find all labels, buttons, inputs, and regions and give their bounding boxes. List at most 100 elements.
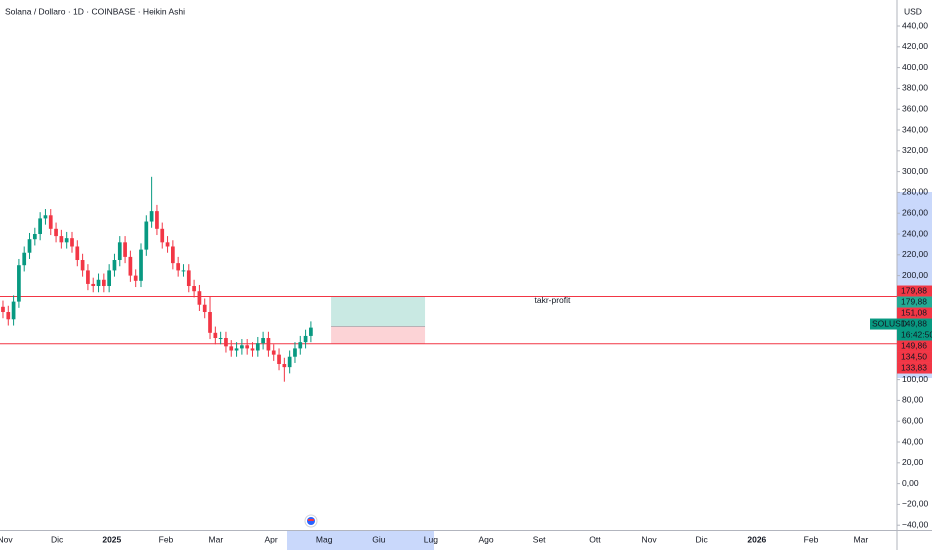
- candle-body: [117, 242, 122, 261]
- price-badge: [897, 296, 932, 308]
- y-tick-label: 40,00: [902, 436, 924, 446]
- price-badge: [897, 307, 932, 319]
- candle-body: [309, 327, 313, 336]
- annotation: takr-profit: [534, 295, 571, 305]
- x-tick-label: Mag: [316, 534, 333, 544]
- x-tick-label: Mar: [854, 534, 869, 544]
- x-tick-label: Apr: [264, 534, 277, 544]
- candle-body: [96, 279, 101, 287]
- candle-body: [202, 304, 207, 313]
- axis-highlight: [287, 531, 434, 550]
- y-tick-label: 280,00: [902, 187, 928, 197]
- candle-body: [255, 343, 260, 351]
- candle-body: [298, 342, 303, 349]
- candle-body: [176, 263, 181, 271]
- x-tick-label: Dic: [51, 534, 64, 544]
- y-tick-label: 220,00: [902, 249, 928, 259]
- y-tick-label: −20,00: [902, 499, 929, 509]
- candle-body: [70, 238, 74, 247]
- price-badge: [897, 351, 932, 363]
- y-tick-label: 80,00: [902, 395, 924, 405]
- x-tick-label: Nov: [642, 534, 658, 544]
- x-tick-label: Ago: [479, 534, 494, 544]
- candle-body: [133, 275, 138, 281]
- candle-body: [80, 260, 85, 271]
- x-tick-label: Set: [533, 534, 546, 544]
- candle-body: [144, 221, 149, 250]
- candle-body: [27, 239, 32, 253]
- candle-body: [91, 283, 96, 287]
- price-badge-label: 149,86: [901, 341, 927, 351]
- price-badge: [897, 285, 932, 297]
- candle-body: [213, 332, 218, 339]
- candle-body: [128, 256, 133, 276]
- candle-body: [181, 270, 186, 272]
- x-tick-label: Feb: [159, 534, 174, 544]
- candle-body: [112, 260, 117, 271]
- y-tick-label: 440,00: [902, 20, 928, 30]
- candle-body: [271, 350, 276, 355]
- price-badge-label: 134,50: [901, 352, 927, 362]
- candle-body: [11, 301, 16, 320]
- price-badge-label: 179,88: [901, 286, 927, 296]
- countdown: 16:42:50: [901, 329, 932, 339]
- candle-body: [287, 356, 292, 368]
- x-tick-label: Feb: [804, 534, 819, 544]
- candle-body: [6, 312, 11, 320]
- candle-body: [38, 218, 42, 235]
- currency[interactable]: USD: [904, 6, 922, 16]
- price-badge: [897, 340, 932, 352]
- candle-body: [293, 348, 297, 357]
- candle-body: [139, 249, 143, 281]
- y-tick-label: 400,00: [902, 62, 928, 72]
- price-badge-label: 149,88: [901, 319, 927, 329]
- y-tick-label: 340,00: [902, 124, 928, 134]
- candle-body: [224, 338, 228, 347]
- candle-body: [64, 238, 69, 243]
- candle-body: [123, 242, 127, 257]
- candle-body: [245, 345, 250, 349]
- y-tick-label: 300,00: [902, 166, 928, 176]
- event-icon: [308, 519, 314, 521]
- candle-body: [1, 306, 5, 313]
- candle-body: [208, 312, 212, 333]
- symbol-badge: [870, 318, 897, 330]
- price-badge: [897, 362, 932, 374]
- y-tick-label: 60,00: [902, 415, 924, 425]
- price-badge-label: 179,88: [901, 297, 927, 307]
- price-badge-label: 133,83: [901, 363, 927, 373]
- x-tick-label: Giu: [372, 534, 386, 544]
- y-tick-label: 0,00: [902, 478, 919, 488]
- candle-body: [192, 286, 196, 292]
- candle-body: [266, 338, 271, 351]
- candle-body: [240, 345, 244, 349]
- candle-body: [54, 228, 58, 237]
- candle-body: [59, 236, 64, 243]
- candle-body: [48, 215, 53, 229]
- candle-body: [149, 211, 154, 222]
- symbol-label: SOLUSD: [872, 319, 907, 329]
- y-tick-label: 100,00: [902, 374, 928, 384]
- candle-body: [261, 338, 265, 344]
- x-tick-label: Ott: [589, 534, 601, 544]
- y-tick-label: 420,00: [902, 41, 928, 51]
- candle-body: [186, 270, 191, 287]
- plot: takr-profit: [0, 176, 897, 382]
- candle-body: [234, 348, 239, 351]
- candle-body: [86, 270, 90, 284]
- candle-body: [101, 279, 106, 287]
- y-tick-label: 320,00: [902, 145, 928, 155]
- candle-body: [43, 215, 48, 219]
- candle-body: [218, 338, 223, 340]
- chart-title: Solana / Dollaro · 1D · COINBASE · Heiki…: [5, 6, 185, 16]
- candle-body: [75, 246, 80, 261]
- candle-body: [155, 211, 159, 229]
- candle-body: [165, 242, 170, 247]
- y-tick-label: 200,00: [902, 270, 928, 280]
- candle-body: [17, 265, 21, 302]
- candle-body: [197, 291, 202, 305]
- candle-body: [160, 228, 165, 243]
- take-profit-zone: [331, 296, 426, 327]
- candle-body: [107, 270, 112, 287]
